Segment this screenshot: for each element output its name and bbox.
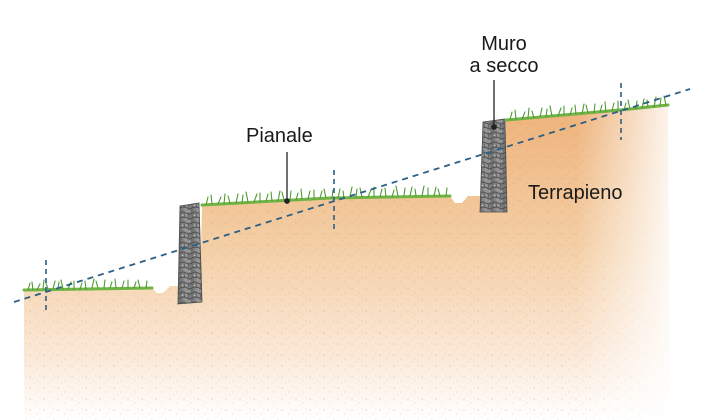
label-muro-line2: a secco xyxy=(469,55,539,77)
original-slope-line xyxy=(13,88,691,303)
soil-terrain xyxy=(24,100,674,420)
leader-lines xyxy=(284,80,497,204)
grass-strip-middle xyxy=(200,185,452,207)
dry-stone-wall-upper xyxy=(479,118,508,213)
label-pianale: Pianale xyxy=(246,125,313,147)
slope-markers xyxy=(45,83,622,312)
label-terrapieno: Terrapieno xyxy=(528,182,623,204)
label-muro-line1: Muro xyxy=(481,33,527,55)
label-muro-a-secco: Muro a secco xyxy=(462,33,546,77)
dry-stone-wall-lower xyxy=(177,202,203,305)
